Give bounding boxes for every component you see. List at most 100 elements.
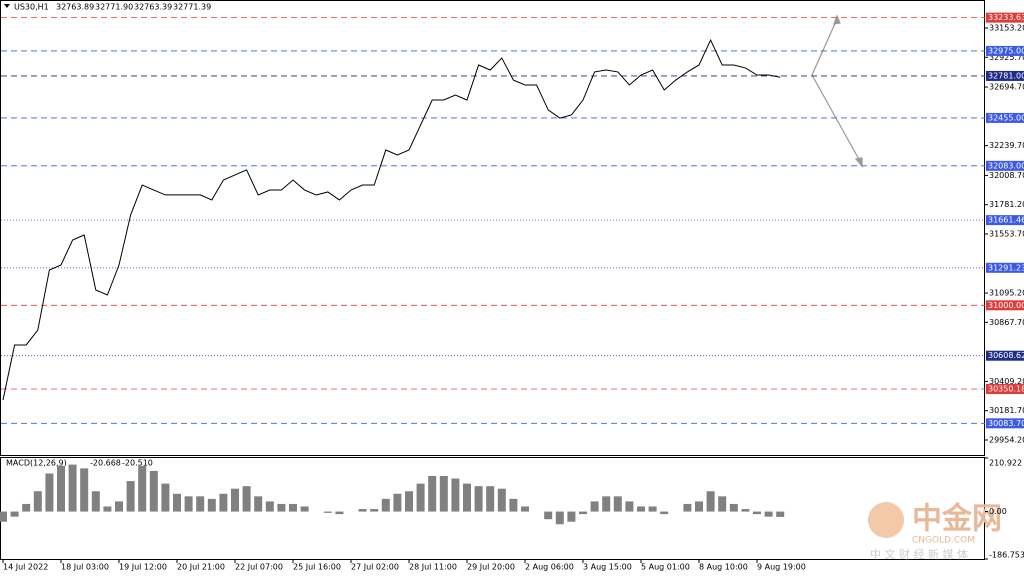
macd-bar bbox=[741, 509, 750, 512]
y-tick-label: 30867.70 bbox=[989, 318, 1024, 327]
level-label: 31000.00 bbox=[988, 301, 1024, 310]
macd-bar bbox=[521, 506, 529, 512]
level-label-box bbox=[986, 70, 1024, 81]
macd-bar bbox=[300, 506, 309, 512]
level-label: 33233.63 bbox=[988, 13, 1024, 22]
price-pane bbox=[0, 0, 985, 456]
level-label-box bbox=[986, 45, 1024, 56]
macd-bar bbox=[637, 506, 645, 512]
macd-bar bbox=[103, 506, 112, 512]
price-line bbox=[2, 38, 781, 401]
macd-bar bbox=[602, 496, 611, 512]
x-tick-label: 14 Jul 2022 bbox=[3, 563, 48, 572]
level-label-box bbox=[986, 383, 1024, 394]
ohlc-value: 32771.90 bbox=[95, 3, 133, 12]
macd-bar bbox=[289, 503, 297, 512]
macd-bar bbox=[753, 511, 761, 515]
macd-bar bbox=[45, 473, 54, 512]
macd-pane bbox=[0, 457, 985, 560]
macd-bar bbox=[718, 496, 727, 512]
watermark-logo bbox=[868, 502, 904, 538]
macd-bar bbox=[10, 511, 19, 517]
macd-bar bbox=[149, 470, 158, 512]
level-label-box bbox=[986, 262, 1024, 273]
x-tick-label: 27 Jul 02:00 bbox=[351, 563, 399, 572]
x-tick-label: 20 Jul 21:00 bbox=[177, 563, 225, 572]
ohlc-value: 32771.39 bbox=[173, 3, 211, 12]
macd-bar bbox=[579, 511, 587, 515]
macd-bar bbox=[57, 465, 65, 512]
level-label: 30083.70 bbox=[988, 419, 1024, 428]
level-label: 32975.00 bbox=[988, 46, 1024, 55]
macd-bar bbox=[219, 493, 228, 512]
macd-bar bbox=[544, 511, 553, 520]
level-label: 32455.00 bbox=[988, 113, 1024, 122]
macd-bar bbox=[625, 501, 634, 512]
macd-bar bbox=[335, 511, 344, 515]
macd-tick-label: 210.922 bbox=[989, 459, 1022, 468]
x-tick-label: 29 Jul 20:00 bbox=[467, 563, 515, 572]
level-label: 30608.62 bbox=[988, 351, 1024, 360]
macd-bar bbox=[428, 476, 437, 512]
macd-bar bbox=[173, 493, 181, 512]
x-tick-label: 22 Jul 07:00 bbox=[235, 563, 283, 572]
macd-bar bbox=[405, 491, 413, 512]
macd-bar bbox=[0, 511, 7, 522]
y-tick-label: 30409.20 bbox=[989, 377, 1024, 386]
watermark-slogan: 中 文 财 经 新 媒 体 bbox=[870, 547, 968, 561]
x-tick-label: 2 Aug 06:00 bbox=[525, 563, 574, 572]
macd-bar bbox=[648, 506, 657, 512]
x-tick-label: 8 Aug 10:00 bbox=[699, 563, 748, 572]
level-label-box bbox=[986, 12, 1024, 23]
level-label: 32781.00 bbox=[988, 71, 1024, 80]
macd-bar bbox=[764, 511, 773, 517]
macd-bar bbox=[486, 486, 495, 512]
macd-bar bbox=[381, 498, 390, 512]
macd-bar bbox=[68, 464, 77, 512]
macd-bar bbox=[683, 503, 692, 512]
level-label: 31661.46 bbox=[988, 216, 1024, 225]
x-tick-label: 25 Jul 16:00 bbox=[293, 563, 341, 572]
watermark: 中金网 CNGOLD.COM 中 文 财 经 新 媒 体 bbox=[868, 502, 1002, 561]
macd-bar bbox=[161, 483, 170, 512]
macd-bar bbox=[370, 509, 379, 512]
y-tick-label: 31781.20 bbox=[989, 200, 1024, 209]
y-tick-label: 30181.70 bbox=[989, 406, 1024, 415]
level-label: 31291.23 bbox=[988, 263, 1024, 272]
macd-bar bbox=[22, 503, 31, 512]
macd-bar bbox=[115, 501, 123, 512]
macd-bar bbox=[184, 496, 193, 512]
y-tick-label: 32239.70 bbox=[989, 141, 1024, 150]
level-label: 32083.00 bbox=[988, 161, 1024, 170]
macd-bar bbox=[265, 501, 274, 512]
macd-bar bbox=[323, 511, 332, 513]
macd-bar bbox=[277, 503, 286, 512]
macd-bar bbox=[509, 498, 518, 512]
macd-bar bbox=[416, 483, 425, 512]
ohlc-value: 32763.39 bbox=[134, 3, 172, 12]
level-label-box bbox=[986, 215, 1024, 226]
macd-bar bbox=[439, 476, 448, 512]
macd-bar bbox=[695, 501, 703, 512]
macd-bar bbox=[254, 496, 263, 512]
x-tick-label: 19 Jul 12:00 bbox=[119, 563, 167, 572]
macd-bar bbox=[91, 491, 100, 512]
macd-bar bbox=[242, 486, 251, 512]
macd-bar bbox=[776, 511, 785, 517]
macd-bar bbox=[729, 503, 738, 512]
macd-bar bbox=[207, 498, 216, 512]
y-tick-label: 31095.20 bbox=[989, 289, 1024, 298]
level-label-box bbox=[986, 418, 1024, 429]
x-tick-label: 28 Jul 11:00 bbox=[409, 563, 457, 572]
level-label-box bbox=[986, 300, 1024, 311]
x-tick-label: 18 Jul 03:00 bbox=[61, 563, 109, 572]
macd-bar bbox=[613, 496, 622, 512]
watermark-name: 中金网 bbox=[912, 502, 1002, 537]
level-label-box bbox=[986, 160, 1024, 171]
x-tick-label: 9 Aug 19:00 bbox=[757, 563, 806, 572]
y-tick-label: 32925.70 bbox=[989, 53, 1024, 62]
macd-reading: -20.668 bbox=[90, 459, 121, 468]
macd-tick-label: 0.00 bbox=[989, 507, 1007, 516]
